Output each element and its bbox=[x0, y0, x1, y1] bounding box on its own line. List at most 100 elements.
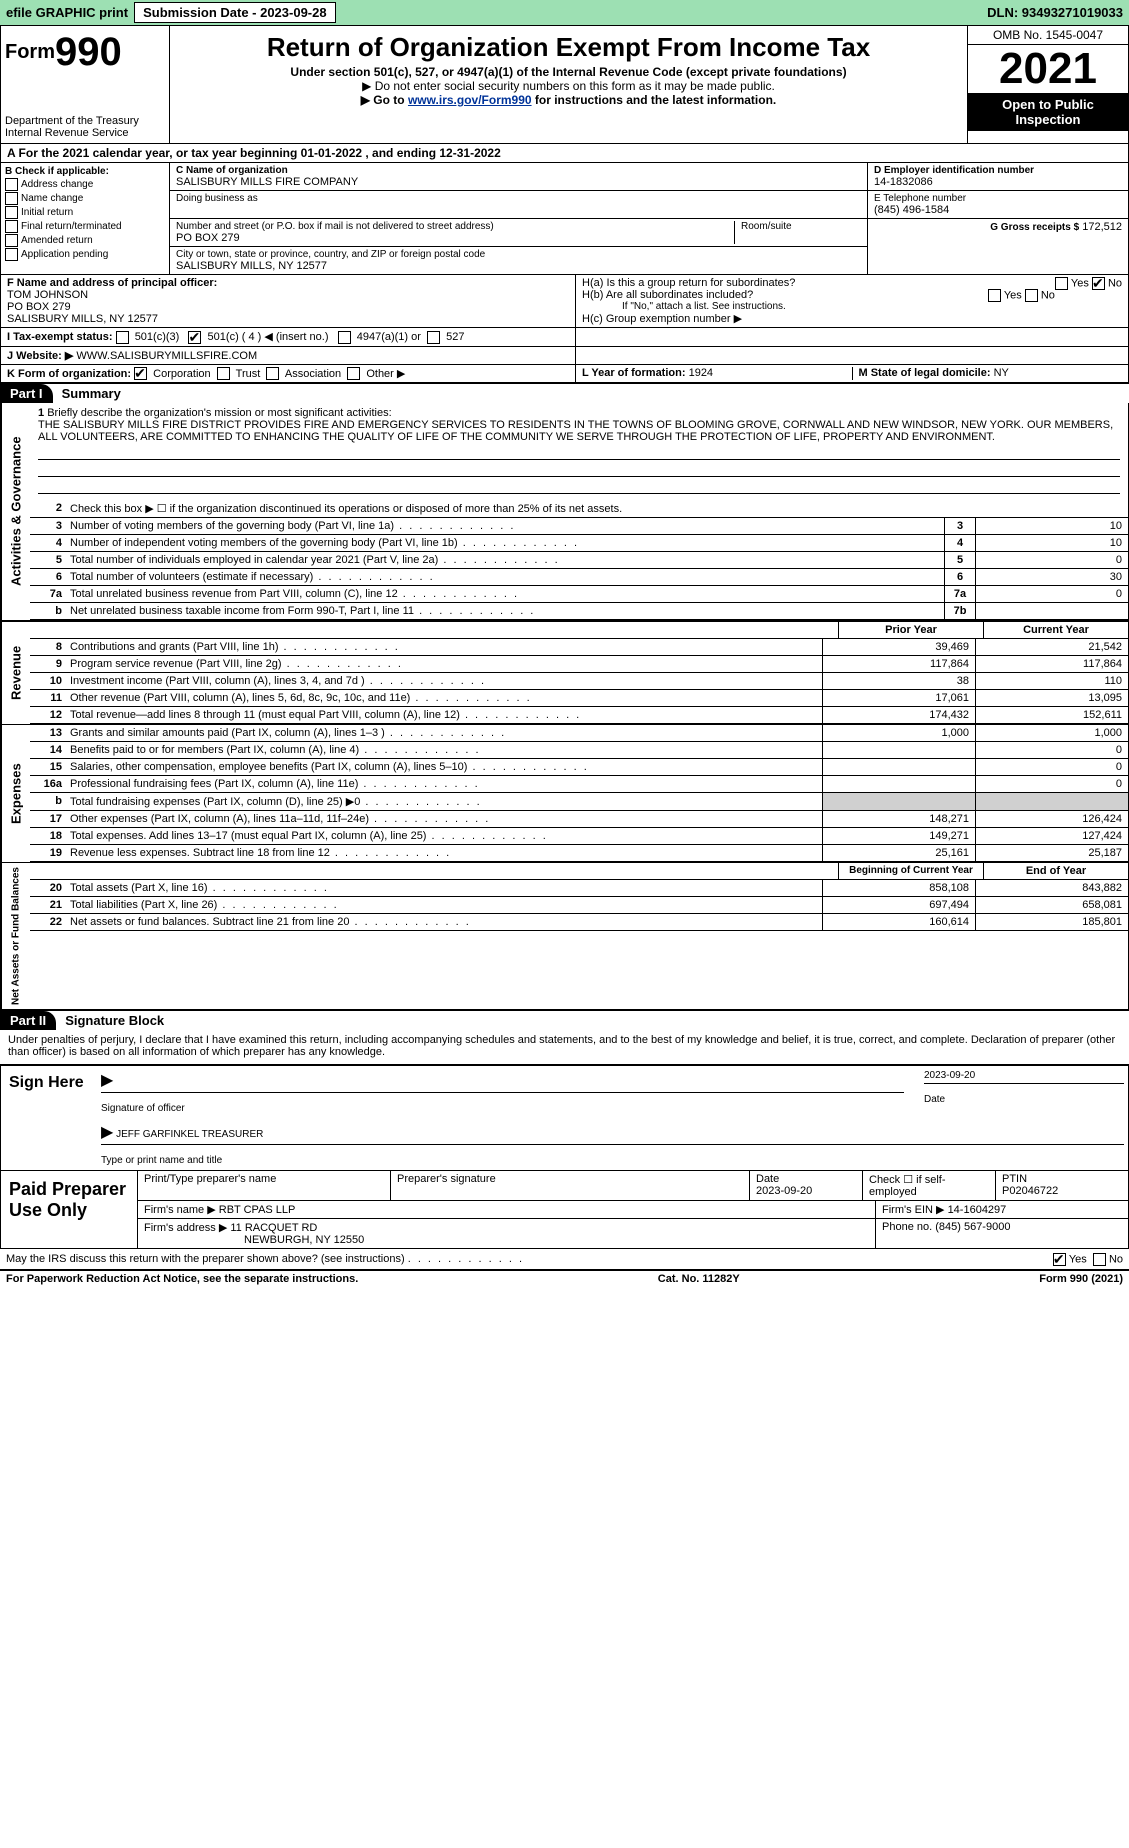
form-prefix: Form bbox=[5, 41, 55, 63]
check-association[interactable] bbox=[266, 367, 279, 380]
box-g: G Gross receipts $ 172,512 bbox=[868, 219, 1128, 235]
ha-no-check[interactable] bbox=[1092, 277, 1105, 290]
sig-date-label: Date bbox=[924, 1094, 945, 1105]
governance-section: Activities & Governance 1 Briefly descri… bbox=[0, 403, 1129, 620]
officer-name: TOM JOHNSON bbox=[7, 289, 569, 301]
net-line-20: 20 Total assets (Part X, line 16) 858,10… bbox=[30, 880, 1128, 897]
rev-line-9: 9 Program service revenue (Part VIII, li… bbox=[30, 656, 1128, 673]
check-501c3[interactable] bbox=[116, 331, 129, 344]
phone-label: E Telephone number bbox=[874, 193, 1122, 204]
preparer-block: Paid Preparer Use Only Print/Type prepar… bbox=[1, 1170, 1128, 1248]
col-current-year: Current Year bbox=[983, 622, 1128, 638]
gov-line-b: b Net unrelated business taxable income … bbox=[30, 603, 1128, 620]
ha-label: H(a) Is this a group return for subordin… bbox=[582, 277, 795, 289]
form-org-label: K Form of organization: bbox=[7, 368, 131, 380]
form-title: Return of Organization Exempt From Incom… bbox=[178, 32, 959, 63]
header-center: Return of Organization Exempt From Incom… bbox=[170, 26, 967, 143]
officer-addr1: PO BOX 279 bbox=[7, 301, 569, 313]
paperwork-notice: For Paperwork Reduction Act Notice, see … bbox=[6, 1273, 358, 1285]
form-subtitle: Under section 501(c), 527, or 4947(a)(1)… bbox=[178, 65, 959, 79]
exp-line-b: b Total fundraising expenses (Part IX, c… bbox=[30, 793, 1128, 811]
expenses-section: Expenses 13 Grants and similar amounts p… bbox=[0, 724, 1129, 862]
net-col-headers: Beginning of Current Year End of Year bbox=[30, 863, 1128, 880]
box-e: E Telephone number (845) 496-1584 bbox=[868, 191, 1128, 219]
org-name-cell: C Name of organization SALISBURY MILLS F… bbox=[170, 163, 867, 191]
prep-header-row: Print/Type preparer's name Preparer's si… bbox=[137, 1171, 1128, 1201]
sign-main: ▶ Signature of officer 2023-09-20 Date ▶… bbox=[97, 1066, 1128, 1170]
side-expenses: Expenses bbox=[1, 725, 30, 862]
gov-line-3: 3 Number of voting members of the govern… bbox=[30, 518, 1128, 535]
box-h-continued bbox=[576, 328, 1128, 346]
col-prior-year: Prior Year bbox=[838, 622, 983, 638]
check-name-change[interactable]: Name change bbox=[5, 192, 165, 205]
ein-label: D Employer identification number bbox=[874, 165, 1122, 176]
instructions-note: ▶ Go to www.irs.gov/Form990 for instruct… bbox=[178, 93, 959, 107]
ein-value: 14-1832086 bbox=[874, 176, 1122, 188]
hb-yes-check[interactable] bbox=[988, 289, 1001, 302]
efile-top-bar: efile GRAPHIC print Submission Date - 20… bbox=[0, 0, 1129, 25]
exp-line-18: 18 Total expenses. Add lines 13–17 (must… bbox=[30, 828, 1128, 845]
omb-number: OMB No. 1545-0047 bbox=[968, 26, 1128, 45]
goto-suffix: for instructions and the latest informat… bbox=[532, 93, 777, 107]
sig-date-value: 2023-09-20 bbox=[924, 1070, 1124, 1081]
rev-line-8: 8 Contributions and grants (Part VIII, l… bbox=[30, 639, 1128, 656]
page-footer: For Paperwork Reduction Act Notice, see … bbox=[0, 1270, 1129, 1287]
gov-line-6: 6 Total number of volunteers (estimate i… bbox=[30, 569, 1128, 586]
ptin-label: PTIN bbox=[1002, 1173, 1122, 1185]
net-assets-section: Net Assets or Fund Balances Beginning of… bbox=[0, 862, 1129, 1010]
form-header: Form990 Department of the Treasury Inter… bbox=[0, 25, 1129, 144]
check-initial-return[interactable]: Initial return bbox=[5, 206, 165, 219]
city-label: City or town, state or province, country… bbox=[176, 249, 861, 260]
part2-bar: Part II Signature Block bbox=[0, 1010, 1129, 1030]
dba-label: Doing business as bbox=[176, 193, 861, 204]
box-k: K Form of organization: Corporation Trus… bbox=[1, 365, 576, 383]
box-d: D Employer identification number 14-1832… bbox=[868, 163, 1128, 191]
check-application-pending[interactable]: Application pending bbox=[5, 248, 165, 261]
exp-line-17: 17 Other expenses (Part IX, column (A), … bbox=[30, 811, 1128, 828]
website-label: J Website: ▶ bbox=[7, 350, 73, 362]
ha-yes-check[interactable] bbox=[1055, 277, 1068, 290]
check-527[interactable] bbox=[427, 331, 440, 344]
check-final-return[interactable]: Final return/terminated bbox=[5, 220, 165, 233]
header-right: OMB No. 1545-0047 2021 Open to Public In… bbox=[967, 26, 1128, 143]
prep-date-value: 2023-09-20 bbox=[756, 1185, 856, 1197]
exp-line-16a: 16a Professional fundraising fees (Part … bbox=[30, 776, 1128, 793]
firm-addr-label: Firm's address ▶ bbox=[144, 1222, 227, 1234]
check-amended-return[interactable]: Amended return bbox=[5, 234, 165, 247]
form-990: 990 bbox=[55, 30, 122, 74]
open-to-public: Open to Public Inspection bbox=[968, 93, 1128, 131]
check-trust[interactable] bbox=[217, 367, 230, 380]
officer-label: F Name and address of principal officer: bbox=[7, 277, 569, 289]
firm-name-label: Firm's name ▶ bbox=[144, 1204, 216, 1216]
prep-self-employed: Check ☐ if self-employed bbox=[862, 1171, 995, 1200]
hb-no-check[interactable] bbox=[1025, 289, 1038, 302]
exp-line-15: 15 Salaries, other compensation, employe… bbox=[30, 759, 1128, 776]
org-name: SALISBURY MILLS FIRE COMPANY bbox=[176, 176, 861, 188]
officer-addr2: SALISBURY MILLS, NY 12577 bbox=[7, 313, 569, 325]
discuss-no-check[interactable] bbox=[1093, 1253, 1106, 1266]
goto-prefix: ▶ Go to bbox=[361, 93, 408, 107]
exp-line-19: 19 Revenue less expenses. Subtract line … bbox=[30, 845, 1128, 862]
arrow-icon: ▶ bbox=[101, 1072, 113, 1089]
firm-phone-label: Phone no. bbox=[882, 1221, 932, 1233]
box-i: I Tax-exempt status: 501(c)(3) 501(c) ( … bbox=[1, 328, 576, 346]
check-corporation[interactable] bbox=[134, 367, 147, 380]
hb-note: If "No," attach a list. See instructions… bbox=[582, 301, 1122, 312]
submission-date-button[interactable]: Submission Date - 2023-09-28 bbox=[134, 2, 336, 23]
part1-title: Summary bbox=[56, 386, 121, 401]
discuss-yes-check[interactable] bbox=[1053, 1253, 1066, 1266]
gross-receipts-value: 172,512 bbox=[1082, 221, 1122, 233]
prep-date-label: Date bbox=[756, 1173, 856, 1185]
address-cell: Number and street (or P.O. box if mail i… bbox=[170, 219, 867, 247]
cat-number: Cat. No. 11282Y bbox=[658, 1273, 740, 1285]
check-address-change[interactable]: Address change bbox=[5, 178, 165, 191]
check-other[interactable] bbox=[347, 367, 360, 380]
check-4947[interactable] bbox=[338, 331, 351, 344]
mission-block: 1 Briefly describe the organization's mi… bbox=[30, 403, 1128, 500]
exp-line-13: 13 Grants and similar amounts paid (Part… bbox=[30, 725, 1128, 742]
check-501c[interactable] bbox=[188, 331, 201, 344]
row-i: I Tax-exempt status: 501(c)(3) 501(c) ( … bbox=[0, 328, 1129, 347]
firm-ein-label: Firm's EIN ▶ bbox=[882, 1204, 945, 1216]
col-beginning: Beginning of Current Year bbox=[838, 863, 983, 879]
irs-form990-link[interactable]: www.irs.gov/Form990 bbox=[408, 93, 532, 107]
